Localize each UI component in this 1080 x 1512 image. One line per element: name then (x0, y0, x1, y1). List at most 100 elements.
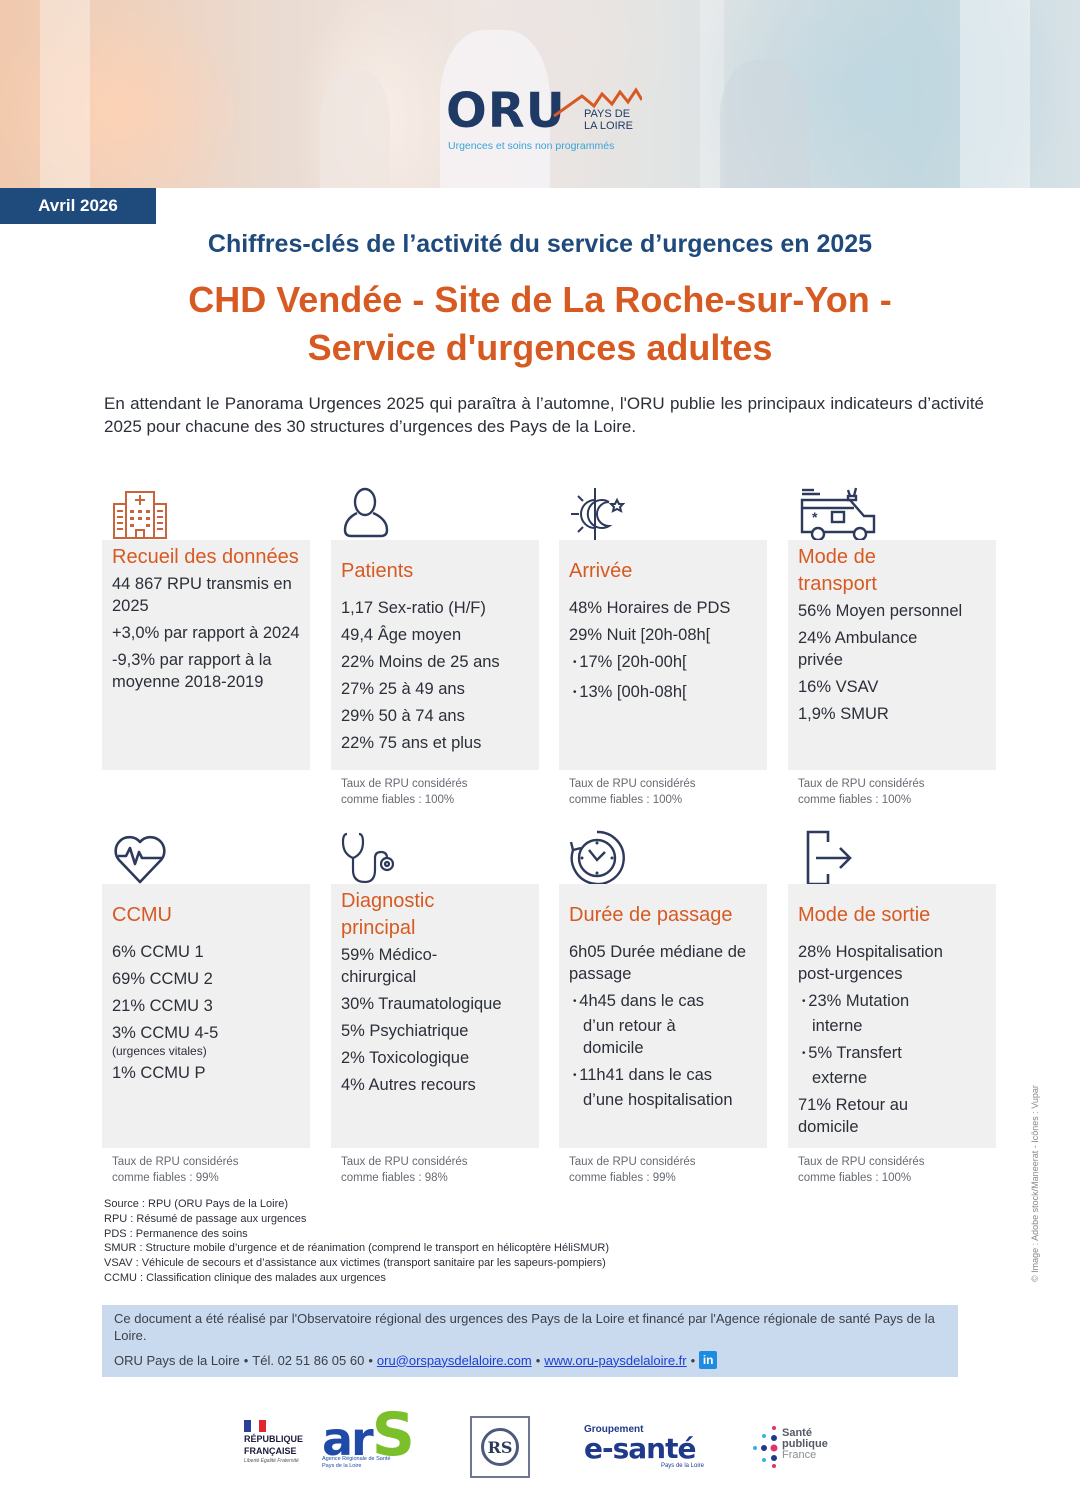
separator: • (690, 1352, 696, 1368)
oru-logo-region: PAYS DE LA LOIRE (584, 108, 633, 132)
card-line: 3% CCMU 4-5 (112, 1024, 219, 1042)
partner-logos: RÉPUBLIQUE FRANÇAISE Liberté Égalité Fra… (0, 1400, 1080, 1492)
heart-pulse-icon (114, 835, 166, 884)
card-line: 6% CCMU 1 (112, 943, 204, 961)
card-line: 22% 75 ans et plus (341, 734, 482, 752)
card-bullet: 4h45 dans le cas d’un retour à domicile (569, 990, 739, 1059)
card-line: 16% VSAV (798, 678, 879, 696)
separator: • (243, 1352, 249, 1368)
card-panel: Patients 1,17 Sex-ratio (H/F) 49,4 Âge m… (331, 540, 539, 770)
reliability-note: Taux de RPU considérés comme fiables : 9… (112, 1156, 239, 1184)
card-title: Mode de sortie (798, 904, 931, 926)
ars-logo: arS Agence Régionale de Santé Pays de la… (322, 1400, 415, 1470)
separator: • (535, 1352, 541, 1368)
card-title: Recueil des données (112, 546, 299, 568)
card-line: 1% CCMU P (112, 1064, 206, 1082)
oru-logo-tagline: Urgences et soins non programmés (448, 140, 615, 152)
card-bullet: 11h41 dans le cas d’une hospitalisation (569, 1064, 749, 1111)
republique-francaise-logo: RÉPUBLIQUE FRANÇAISE Liberté Égalité Fra… (244, 1420, 314, 1464)
card-title: Diagnostic principal (341, 890, 435, 939)
email-link[interactable]: oru@orspaysdelaloire.com (376, 1352, 532, 1368)
oru-logo: ORU PAYS DE LA LOIRE Urgences et soins n… (446, 84, 646, 156)
svg-text:*: * (812, 509, 818, 525)
card-panel: Recueil des données 44 867 RPU transmis … (102, 540, 310, 770)
definitions-list: Source : RPU (ORU Pays de la Loire) RPU … (104, 1197, 609, 1286)
reliability-note: Taux de RPU considérés comme fiables : 1… (341, 778, 468, 806)
intro-paragraph: En attendant le Panorama Urgences 2025 q… (104, 394, 984, 436)
card-line: 29% Nuit [20h-08h[ (569, 626, 711, 644)
card-line: 56% Moyen personnel (798, 602, 963, 620)
card-line: 29% 50 à 74 ans (341, 707, 465, 725)
card-line: 1,17 Sex-ratio (H/F) (341, 599, 486, 617)
date-badge: Avril 2026 (0, 188, 156, 224)
card-line: 2% Toxicologique (341, 1049, 470, 1067)
dots-icon (753, 1426, 778, 1468)
card-title: Arrivée (569, 560, 633, 582)
org-name: ORU Pays de la Loire (114, 1352, 240, 1368)
card-panel: CCMU 6% CCMU 1 69% CCMU 2 21% CCMU 3 3% … (102, 884, 310, 1148)
person-icon (343, 487, 389, 538)
card-panel: Durée de passage 6h05 Durée médiane de p… (559, 884, 767, 1148)
card-panel: Mode de sortie 28% Hospitalisation post-… (788, 884, 996, 1148)
phone-number: Tél. 02 51 86 05 60 (252, 1352, 365, 1368)
contact-line: ORU Pays de la Loire • Tél. 02 51 86 05 … (114, 1351, 946, 1369)
card-bullet: 13% [00h-08h[ (569, 681, 757, 706)
card-line: 24% Ambulance privée (798, 629, 918, 669)
reliability-note: Taux de RPU considérés comme fiables : 1… (798, 1156, 925, 1184)
card-line-small: (urgences vitales) (112, 1044, 207, 1058)
card-bullet: 17% [20h-00h[ (569, 651, 757, 676)
header-photo: ORU PAYS DE LA LOIRE Urgences et soins n… (0, 0, 1080, 188)
image-credit: © Image : Adobe stock/Maneerat - Icônes … (1030, 1085, 1040, 1282)
definition-item: CCMU : Classification clinique des malad… (104, 1271, 386, 1284)
card-title: CCMU (112, 904, 172, 926)
card-line: +3,0% par rapport à 2024 (112, 624, 300, 642)
card-line: -9,3% par rapport à la moyenne 2018-2019 (112, 651, 272, 691)
exit-icon (806, 830, 852, 886)
card-line: 21% CCMU 3 (112, 997, 213, 1015)
card-panel: Arrivée 48% Horaires de PDS 29% Nuit [20… (559, 540, 767, 770)
card-line: 27% 25 à 49 ans (341, 680, 465, 698)
definition-item: RPU : Résumé de passage aux urgences (104, 1212, 307, 1225)
card-panel: Mode de transport 56% Moyen personnel 24… (788, 540, 996, 770)
reliability-note: Taux de RPU considérés comme fiables : 9… (341, 1156, 468, 1184)
stethoscope-icon (341, 832, 395, 884)
card-title: Patients (341, 560, 414, 582)
definition-item: VSAV : Véhicule de secours et d’assistan… (104, 1257, 606, 1270)
card-panel: Diagnostic principal 59% Médico-chirurgi… (331, 884, 539, 1148)
hospital-icon (113, 491, 167, 539)
card-line: 22% Moins de 25 ans (341, 653, 500, 671)
card-title: Mode de transport (798, 546, 877, 595)
card-line: 5% Psychiatrique (341, 1022, 469, 1040)
credit-box: Ce document a été réalisé par l'Observat… (102, 1305, 958, 1377)
card-line: 48% Horaires de PDS (569, 599, 731, 617)
card-line: 59% Médico-chirurgical (341, 946, 438, 986)
sante-publique-france-logo: Santé publique France (752, 1424, 842, 1472)
reliability-note: Taux de RPU considérés comme fiables : 9… (569, 1156, 696, 1184)
kicker-heading: Chiffres-clés de l’activité du service d… (207, 230, 873, 258)
credit-text: Ce document a été réalisé par l'Observat… (114, 1311, 935, 1343)
card-bullet: 23% Mutation interne (798, 990, 938, 1037)
day-night-icon (571, 488, 625, 540)
separator: • (368, 1352, 373, 1368)
page-title: CHD Vendée - Site de La Roche-sur-Yon - … (188, 279, 892, 368)
card-line: 4% Autres recours (341, 1076, 476, 1094)
card-line: 49,4 Âge moyen (341, 626, 462, 644)
esante-logo: Groupement e-santé Pays de la Loire (584, 1424, 704, 1469)
rs-logo: RS (470, 1416, 530, 1478)
card-line: 28% Hospitalisation post-urgences (798, 943, 943, 983)
definition-item: Source : RPU (ORU Pays de la Loire) (104, 1198, 289, 1210)
card-line: 44 867 RPU transmis en 2025 (112, 575, 292, 615)
clock-icon (569, 830, 625, 886)
oru-logo-wordmark: ORU (446, 83, 566, 139)
linkedin-icon[interactable]: in (699, 1351, 718, 1369)
website-link[interactable]: www.oru-paysdelaloire.fr (544, 1352, 687, 1368)
card-bullet: 5% Transfert externe (798, 1042, 928, 1089)
card-line: 1,9% SMUR (798, 705, 889, 723)
card-line: 69% CCMU 2 (112, 970, 213, 988)
card-line: 71% Retour au domicile (798, 1096, 909, 1136)
card-line: 30% Traumatologique (341, 995, 502, 1013)
reliability-note: Taux de RPU considérés comme fiables : 1… (569, 778, 696, 806)
reliability-note: Taux de RPU considérés comme fiables : 1… (798, 778, 925, 806)
card-title: Durée de passage (569, 904, 733, 926)
flag-icon (244, 1420, 266, 1432)
